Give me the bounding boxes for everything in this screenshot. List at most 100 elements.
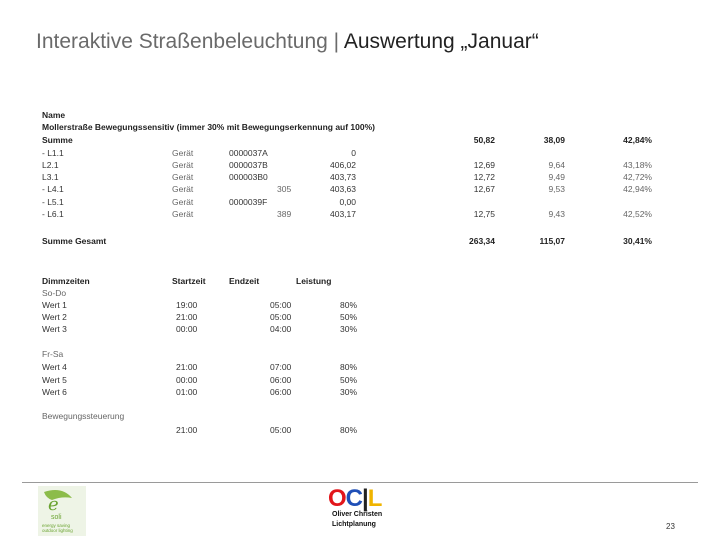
dimm-row-label: Wert 1 — [42, 300, 67, 310]
row-c1: 12,75 — [473, 209, 495, 219]
dimm-row-power: 30% — [340, 387, 358, 397]
dimm-row-power: 50% — [340, 312, 358, 322]
dimm-row-start: 19:00 — [176, 300, 198, 310]
row-c2: 9,43 — [548, 209, 565, 219]
name-header: Name — [42, 110, 66, 120]
soli-logo: e soli energy saving outdoor lighting — [38, 486, 86, 536]
dimm-row-start: 00:00 — [176, 324, 198, 334]
row-value: 0 — [351, 148, 356, 158]
dimm-row-power: 30% — [340, 324, 358, 334]
row-name: - L6.1 — [42, 209, 64, 219]
soli-name: soli — [51, 514, 62, 521]
dimm-header-start: Startzeit — [172, 276, 206, 286]
ocl-subtitle-line: Lichtplanung — [332, 521, 376, 528]
sum-label: Summe — [42, 135, 73, 145]
ocl-letter-c: C — [345, 485, 363, 512]
total-value-1: 263,34 — [469, 236, 495, 246]
motion-control-label: Bewegungssteuerung — [42, 411, 125, 421]
row-id: 0000037B — [229, 160, 268, 170]
row-value: 0,00 — [339, 197, 356, 207]
row-name: L3.1 — [42, 172, 59, 182]
row-type: Gerät — [172, 184, 194, 194]
row-id: 000003B0 — [229, 172, 268, 182]
row-value: 403,63 — [330, 184, 356, 194]
soli-mark: e — [48, 494, 59, 515]
dimm-row-end: 05:00 — [270, 425, 292, 435]
slide-title-part1: Interaktive Straßenbeleuchtung | — [36, 30, 344, 53]
row-id: 0000039F — [229, 197, 268, 207]
dimm-row-label: Wert 6 — [42, 387, 67, 397]
dimm-row-start: 21:00 — [176, 312, 198, 322]
dimm-row-power: 80% — [340, 300, 358, 310]
dimm-row-power: 80% — [340, 362, 358, 372]
sum-value-2: 38,09 — [543, 135, 565, 145]
sum-value-1: 50,82 — [473, 135, 495, 145]
row-c3: 42,72% — [623, 172, 652, 182]
row-value: 403,73 — [330, 172, 356, 182]
row-type: Gerät — [172, 148, 194, 158]
dimm-row-end: 05:00 — [270, 300, 292, 310]
slide-title-part2: Auswertung „Januar“ — [343, 30, 539, 53]
row-name: - L5.1 — [42, 197, 64, 207]
ocl-name-line: Oliver Christen — [332, 511, 383, 518]
slide-title: Interaktive Straßenbeleuchtung | Auswert… — [36, 30, 539, 54]
row-c2: 9,64 — [548, 160, 565, 170]
row-id: 0000037A — [229, 148, 268, 158]
soli-tagline-2: outdoor lighting — [42, 528, 73, 533]
row-c3: 42,94% — [623, 184, 652, 194]
group-header: Mollerstraße Bewegungssensitiv (immer 30… — [42, 122, 376, 132]
dimm-header-power: Leistung — [296, 276, 332, 286]
row-c3: 42,52% — [623, 209, 652, 219]
dimm-row-end: 04:00 — [270, 324, 292, 334]
row-name: - L4.1 — [42, 184, 64, 194]
dimm-header-end: Endzeit — [229, 276, 260, 286]
row-extra: 305 — [277, 184, 292, 194]
row-c1: 12,67 — [473, 184, 495, 194]
row-value: 406,02 — [330, 160, 356, 170]
row-c2: 9,53 — [548, 184, 565, 194]
total-label: Summe Gesamt — [42, 236, 107, 246]
page-number: 23 — [666, 522, 675, 531]
dimm-group-fr-sa: Fr-Sa — [42, 349, 64, 359]
dimm-row-start: 00:00 — [176, 375, 198, 385]
total-value-3: 30,41% — [623, 236, 652, 246]
row-type: Gerät — [172, 197, 194, 207]
ocl-separator: | — [362, 485, 369, 512]
dimm-row-label: Wert 5 — [42, 375, 67, 385]
ocl-letter-o: O — [328, 485, 347, 512]
row-c3: 43,18% — [623, 160, 652, 170]
dimm-row-label: Wert 2 — [42, 312, 67, 322]
footer-divider — [22, 482, 698, 483]
dimm-row-label: Wert 3 — [42, 324, 67, 334]
dimm-row-power: 80% — [340, 425, 358, 435]
ocl-logo: OC|L Oliver Christen Lichtplanung — [328, 485, 394, 533]
row-extra: 389 — [277, 209, 292, 219]
dimm-row-end: 07:00 — [270, 362, 292, 372]
dimm-row-end: 06:00 — [270, 375, 292, 385]
row-value: 403,17 — [330, 209, 356, 219]
dimm-row-end: 05:00 — [270, 312, 292, 322]
row-type: Gerät — [172, 172, 194, 182]
sum-value-3: 42,84% — [623, 135, 652, 145]
dimm-row-label: Wert 4 — [42, 362, 67, 372]
ocl-logo-letters: OC|L — [328, 485, 383, 513]
row-c2: 9,49 — [548, 172, 565, 182]
row-name: - L1.1 — [42, 148, 64, 158]
ocl-letter-l: L — [367, 485, 383, 512]
row-type: Gerät — [172, 160, 194, 170]
row-c1: 12,69 — [473, 160, 495, 170]
soli-tagline-1: energy saving — [42, 523, 71, 528]
dimm-row-start: 21:00 — [176, 425, 198, 435]
dimm-group-so-do: So-Do — [42, 288, 67, 298]
dimm-header-name: Dimmzeiten — [42, 276, 90, 286]
row-name: L2.1 — [42, 160, 59, 170]
dimm-row-start: 21:00 — [176, 362, 198, 372]
dimm-row-start: 01:00 — [176, 387, 198, 397]
row-c1: 12,72 — [473, 172, 495, 182]
dimm-row-end: 06:00 — [270, 387, 292, 397]
dimm-row-power: 50% — [340, 375, 358, 385]
soli-logo-graphic: e soli energy saving outdoor lighting — [38, 486, 86, 536]
row-type: Gerät — [172, 209, 194, 219]
total-value-2: 115,07 — [539, 236, 565, 246]
